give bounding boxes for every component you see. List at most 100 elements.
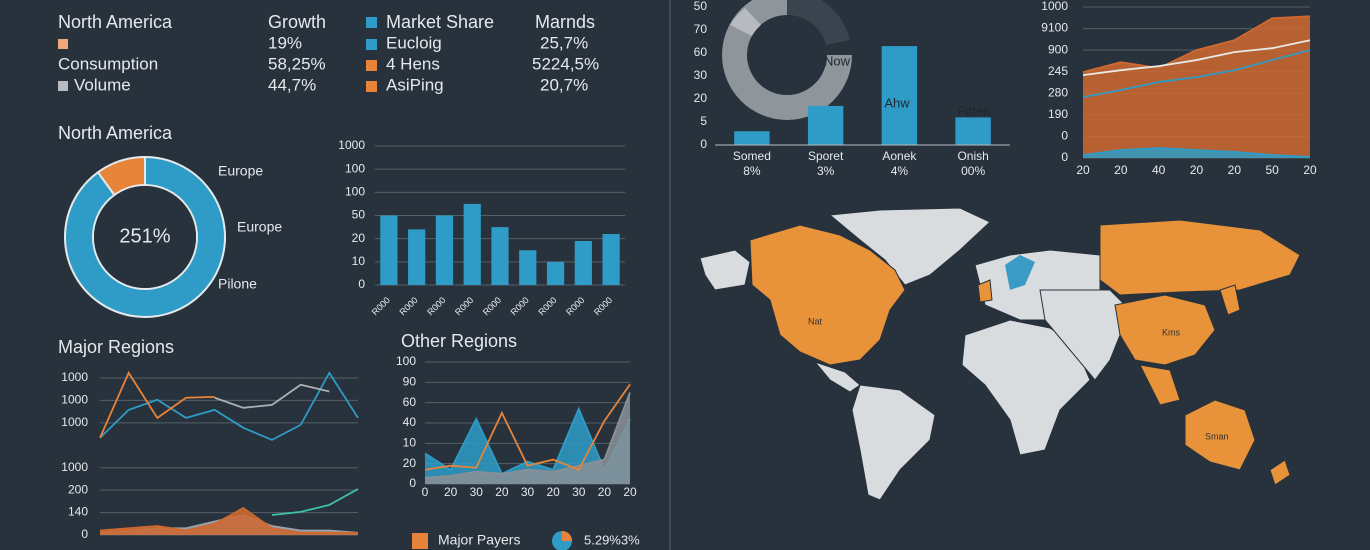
x-tick-label: 20 (1228, 163, 1242, 177)
y-tick-label: 90 (403, 375, 417, 389)
x-tick-label: Sporet (808, 149, 844, 163)
summary-cell: 19% (268, 33, 302, 52)
country (961, 319, 1091, 456)
country (1139, 364, 1181, 406)
x-tick-label: 20 (1303, 163, 1317, 177)
line (99, 371, 359, 441)
x-sublabel: 8% (743, 164, 761, 178)
x-sublabel: 4% (891, 164, 909, 178)
world-map: Nat Kms Sman (699, 207, 1301, 501)
y-tick-label: 70 (694, 22, 708, 36)
x-tick-label: Onish (957, 149, 988, 163)
x-tick-label: R000 (370, 295, 392, 317)
summary-cell: Eucloig (386, 33, 442, 52)
center-label: 251% (119, 225, 170, 247)
y-tick-label: 1000 (61, 460, 88, 474)
pie-hole (94, 186, 196, 288)
x-tick-label: 50 (1265, 163, 1279, 177)
y-tick-label: 0 (358, 277, 365, 291)
y-tick-label: 20 (403, 456, 417, 470)
icon (366, 17, 377, 28)
country (699, 249, 751, 291)
line (214, 383, 330, 409)
country (1269, 459, 1291, 486)
y-tick-label: 1000 (338, 138, 365, 152)
y-tick-label: 60 (694, 45, 708, 59)
x-tick-label: 20 (623, 485, 637, 499)
bar (519, 250, 537, 285)
y-tick-label: 20 (694, 91, 708, 105)
bar (574, 240, 592, 285)
x-tick-label: R000 (453, 295, 475, 317)
summary-cell: 25,7% (540, 33, 588, 52)
x-tick-label: R000 (509, 295, 531, 317)
line (1082, 147, 1311, 158)
pie-slice (96, 155, 146, 197)
area (425, 392, 630, 484)
legend-swatch (412, 533, 428, 549)
legend-icon (562, 531, 572, 541)
bar (435, 215, 454, 285)
summary-header: North America (58, 12, 173, 32)
x-tick-label: R000 (592, 295, 614, 317)
annotation: Ahw (884, 95, 910, 110)
x-tick-label: 20 (598, 485, 612, 499)
y-tick-label: 50 (694, 0, 708, 13)
summary-header: Growth (268, 12, 326, 32)
y-tick-label: 190 (1048, 107, 1068, 121)
y-tick-label: 140 (68, 505, 88, 519)
bar (380, 215, 398, 285)
country (749, 224, 906, 366)
summary-cell: Consumption (58, 54, 158, 73)
y-tick-label: 1000 (61, 370, 88, 384)
area (1083, 16, 1310, 159)
line (99, 370, 215, 439)
country (1219, 284, 1241, 316)
y-tick-label: 100 (396, 354, 416, 368)
line (1082, 39, 1311, 77)
y-tick-label: 0 (700, 137, 707, 151)
x-tick-label: 20 (495, 485, 509, 499)
y-tick-label: 1000 (1041, 0, 1068, 13)
y-tick-label: 200 (68, 482, 88, 496)
line (1082, 15, 1311, 74)
summary-cell: 4 Hens (386, 54, 440, 73)
y-tick-label: 60 (403, 395, 417, 409)
x-tick-label: R000 (397, 295, 419, 317)
x-tick-label: R000 (481, 295, 503, 317)
legend-note: 5.29%3% (584, 532, 640, 547)
y-tick-label: 900 (1048, 42, 1068, 56)
y-tick-label: 40 (403, 415, 417, 429)
y-tick-label: 245 (1048, 64, 1068, 78)
icon (58, 81, 68, 91)
x-tick-label: R000 (536, 295, 558, 317)
line (1082, 49, 1311, 99)
y-tick-label: 0 (1061, 150, 1068, 164)
y-tick-label: 1000 (61, 415, 88, 429)
line (424, 406, 631, 476)
country (1005, 255, 1035, 290)
icon (58, 39, 68, 49)
chart-title: Major Regions (58, 337, 174, 357)
icon (366, 81, 377, 92)
bar (955, 117, 991, 145)
y-tick-label: 10 (403, 436, 417, 450)
area (100, 508, 358, 535)
country (828, 207, 991, 286)
annotation: Pilone (218, 276, 257, 292)
y-tick-label: 5 (700, 114, 707, 128)
bar (602, 234, 620, 285)
y-tick-label: 30 (694, 68, 708, 82)
x-tick-label: R000 (564, 295, 586, 317)
summary-cell: 44,7% (268, 75, 316, 94)
y-tick-label: 1000 (61, 393, 88, 407)
map-label: Nat (808, 316, 823, 326)
x-tick-label: 20 (1190, 163, 1204, 177)
x-tick-label: Somed (733, 149, 771, 163)
summary: North America Growth Market Share Marnds… (58, 12, 599, 94)
legend-label: Major Payers (438, 532, 520, 548)
x-tick-label: 40 (1152, 163, 1166, 177)
summary-cell: 58,25% (268, 54, 326, 73)
line (99, 507, 358, 534)
x-tick-label: 30 (470, 485, 484, 499)
